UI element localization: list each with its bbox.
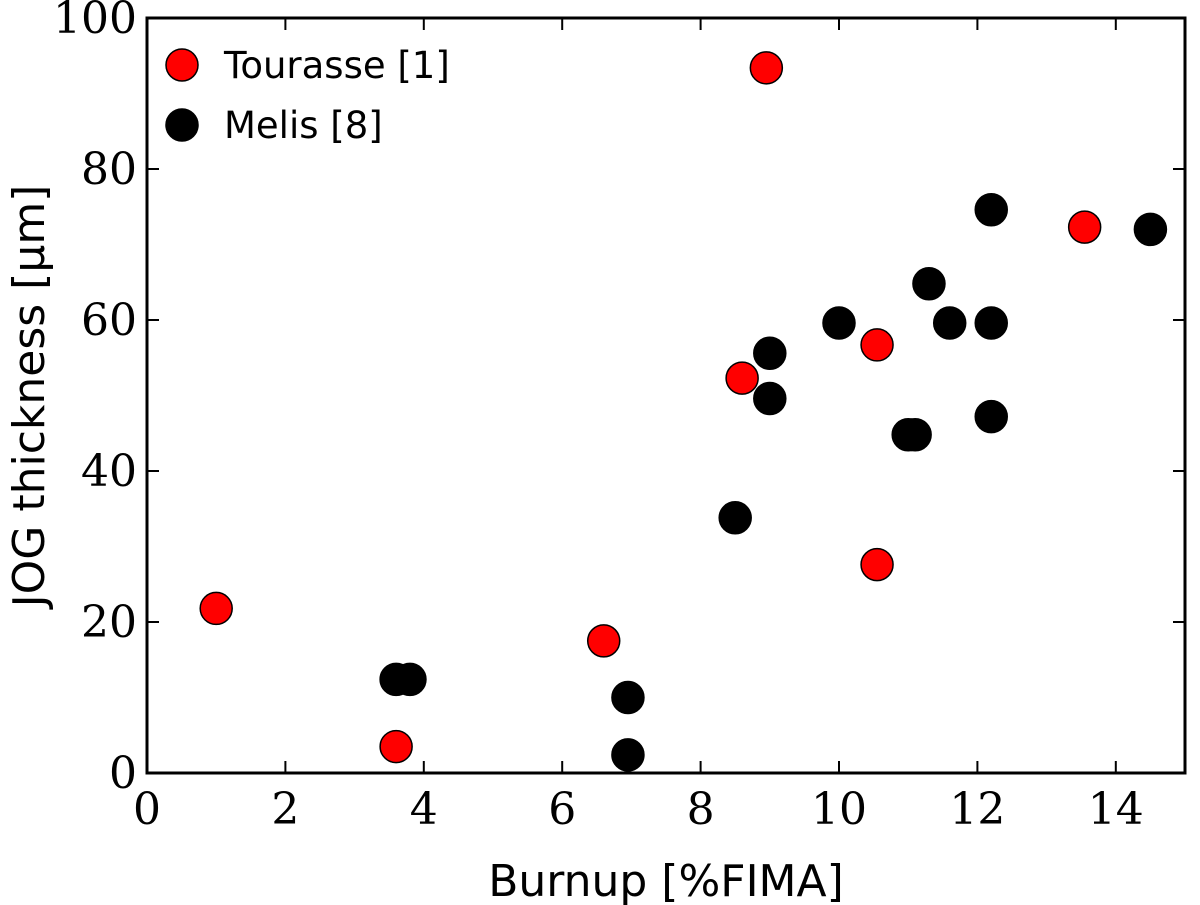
data-point-melis xyxy=(611,738,645,772)
plot-area-border xyxy=(145,16,1187,775)
y-tick-label: 80 xyxy=(81,144,137,195)
data-point-tourasse xyxy=(749,51,784,85)
x-tick-label: 0 xyxy=(133,784,161,835)
legend-label-tourasse: Tourasse [1] xyxy=(223,44,450,87)
data-point-melis xyxy=(912,267,946,301)
data-point-melis xyxy=(753,336,787,370)
data-point-tourasse xyxy=(199,591,233,626)
legend-marker-tourasse xyxy=(165,48,199,82)
x-tick-label: 6 xyxy=(548,784,576,835)
legend-marker-melis xyxy=(165,108,199,142)
y-tick-label: 0 xyxy=(109,748,137,799)
data-points xyxy=(199,51,1168,772)
data-point-melis xyxy=(822,306,856,340)
data-point-tourasse xyxy=(860,328,894,362)
x-tick-label: 4 xyxy=(410,784,438,835)
data-point-tourasse xyxy=(1067,210,1102,244)
x-tick-label: 10 xyxy=(811,784,867,835)
x-axis-title: Burnup [%FIMA] xyxy=(488,856,844,905)
data-point-melis xyxy=(932,306,967,340)
x-tick-label: 2 xyxy=(271,784,299,835)
y-axis-ticks: 0 20 40 60 80 100 xyxy=(53,0,1185,799)
data-point-tourasse xyxy=(725,361,759,395)
data-point-melis xyxy=(898,418,932,452)
data-point-tourasse xyxy=(379,729,413,764)
y-tick-label: 20 xyxy=(81,597,137,648)
y-tick-label: 40 xyxy=(81,446,137,497)
data-point-melis xyxy=(718,501,752,535)
y-tick-label: 60 xyxy=(81,295,137,346)
legend: Tourasse [1] Melis [8] xyxy=(165,44,450,147)
y-axis-title: JOG thickness [μm] xyxy=(4,185,55,611)
y-tick-label: 100 xyxy=(53,0,137,44)
data-point-melis xyxy=(974,193,1008,227)
x-axis-ticks: 0 2 4 6 8 10 12 14 xyxy=(133,18,1144,835)
x-tick-label: 8 xyxy=(687,784,715,835)
data-point-tourasse xyxy=(860,547,894,582)
data-point-melis xyxy=(974,306,1008,340)
data-point-melis xyxy=(974,399,1008,434)
x-tick-label: 14 xyxy=(1088,784,1144,835)
legend-label-melis: Melis [8] xyxy=(224,104,383,147)
x-tick-label: 12 xyxy=(949,784,1005,835)
data-point-melis xyxy=(611,680,645,715)
data-point-melis xyxy=(753,381,787,416)
data-point-tourasse xyxy=(586,624,621,658)
data-point-melis xyxy=(393,662,427,697)
data-point-melis xyxy=(1133,212,1168,247)
